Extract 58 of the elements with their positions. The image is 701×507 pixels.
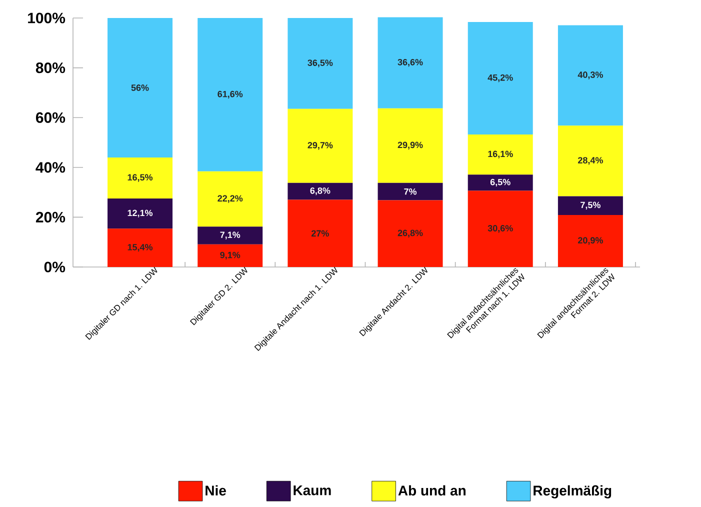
bar (108, 157, 173, 199)
bar (468, 134, 533, 175)
data-label: 15,4% (128, 244, 153, 252)
data-label: 28,4% (578, 157, 603, 165)
bar (558, 196, 623, 215)
data-label: 56% (131, 84, 149, 91)
data-label: 27% (312, 230, 329, 237)
bar (558, 25, 623, 126)
bar (558, 126, 623, 196)
bar (468, 190, 533, 268)
data-label: 6,5% (490, 178, 510, 187)
y-tick-label: 20% (36, 212, 66, 223)
data-label: 45,2% (488, 74, 513, 82)
bar (378, 200, 443, 268)
bar (468, 174, 533, 191)
data-label: 40,3% (578, 72, 603, 80)
data-label: 9,1% (220, 252, 240, 260)
legend-label: Ab und an (398, 485, 466, 496)
bar (468, 22, 533, 135)
data-label: 29,7% (308, 142, 333, 150)
bar (378, 182, 443, 200)
bar (378, 108, 443, 183)
data-label: 16,1% (488, 150, 513, 158)
data-label: 6,8% (310, 187, 330, 196)
bar (198, 171, 263, 227)
bar (288, 18, 353, 109)
data-label: 36,6% (398, 58, 423, 67)
legend-label: Regelmäßig (534, 485, 612, 498)
legend-label: Nie (206, 485, 226, 496)
bar (108, 18, 173, 158)
bar (108, 228, 173, 268)
bar (558, 214, 623, 268)
y-tick-label: 80% (36, 62, 66, 74)
data-label: 30,6% (488, 225, 513, 233)
data-label: 7,1% (220, 232, 240, 240)
data-label: 22,2% (218, 195, 243, 203)
data-label: 26,8% (398, 230, 423, 238)
bar (288, 182, 353, 200)
bar (288, 108, 353, 183)
y-tick-label: 60% (36, 112, 66, 123)
data-label: 7% (404, 188, 417, 195)
data-label: 7,5% (580, 202, 600, 210)
legend-label: Kaum (294, 486, 331, 496)
data-label: 20,9% (578, 237, 603, 245)
y-tick-label: 100% (28, 12, 66, 24)
bar (288, 200, 353, 268)
bar (198, 244, 263, 268)
data-label: 16,5% (128, 174, 153, 182)
bar (378, 17, 443, 108)
data-label: 36,5% (308, 60, 333, 68)
bar (198, 226, 263, 244)
data-label: 29,9% (398, 142, 423, 150)
y-tick-label: 0% (44, 262, 66, 272)
bar (108, 198, 173, 229)
y-tick-label: 40% (36, 162, 66, 173)
bar (198, 18, 263, 172)
data-label: 61,6% (218, 90, 243, 99)
data-label: 12,1% (128, 210, 153, 218)
